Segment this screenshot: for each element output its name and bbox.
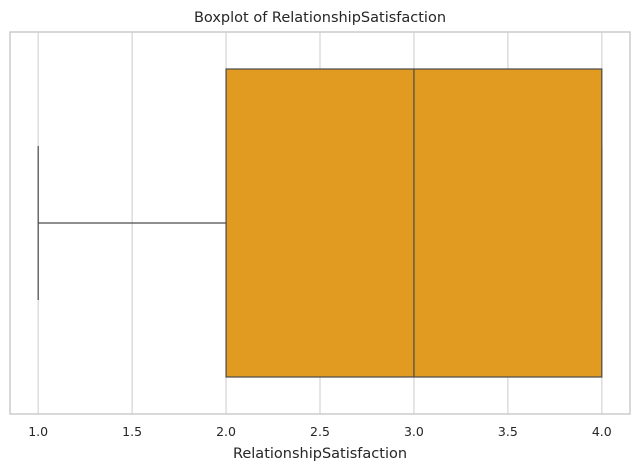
x-tick-label-1: 1.5 [122,424,142,439]
x-axis-ticks: 1.0 1.5 2.0 2.5 3.0 3.5 4.0 [28,424,612,439]
chart-title: Boxplot of RelationshipSatisfaction [194,10,446,26]
x-axis-label: RelationshipSatisfaction [233,446,407,462]
x-tick-label-3: 2.5 [310,424,330,439]
plot-frame [9,31,631,415]
x-tick-label-0: 1.0 [28,424,48,439]
x-tick-label-6: 4.0 [592,424,612,439]
x-tick-label-4: 3.0 [404,424,424,439]
box-group [37,68,603,378]
x-tick-label-5: 3.5 [498,424,518,439]
x-tick-label-2: 2.0 [216,424,236,439]
